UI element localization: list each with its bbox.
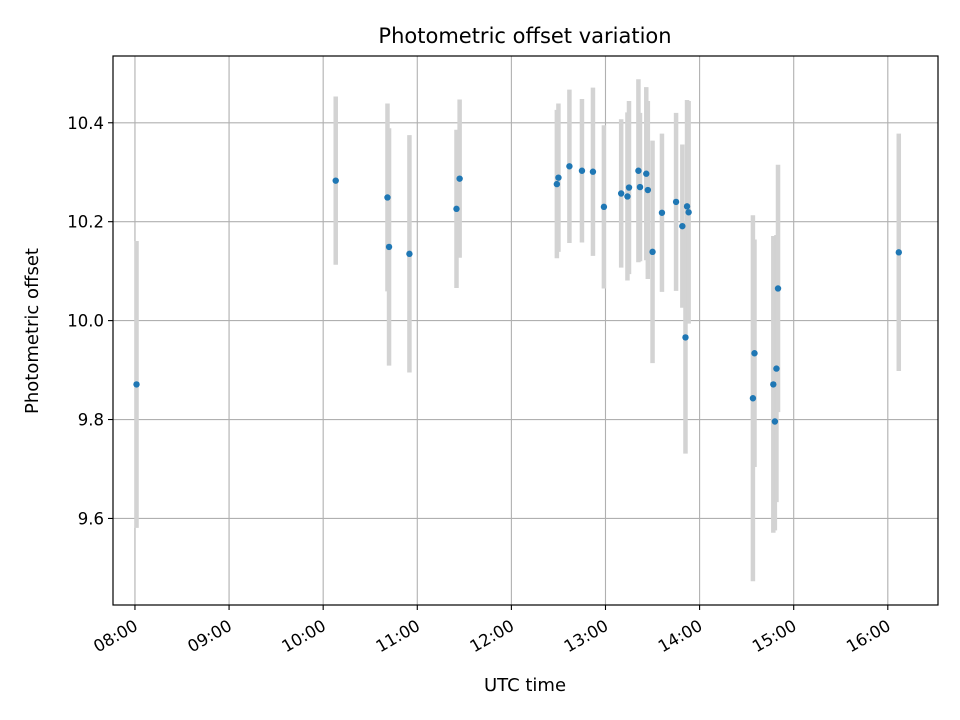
data-point [770, 381, 777, 388]
data-point [895, 249, 902, 256]
y-tick-label: 9.6 [78, 509, 104, 528]
data-point [649, 248, 656, 256]
data-point [683, 203, 691, 210]
data-point [385, 243, 393, 251]
data-point [644, 186, 652, 194]
data-point [566, 163, 573, 170]
data-point [751, 350, 758, 357]
data-point [685, 209, 692, 216]
plot-frame [112, 55, 939, 606]
data-point [453, 205, 460, 213]
y-tick-label: 10.0 [67, 312, 104, 331]
x-axis-label: UTC time [484, 675, 566, 696]
data-point [406, 250, 413, 258]
data-point [682, 334, 689, 341]
data-point [635, 167, 642, 174]
data-point [617, 190, 625, 197]
data-point [555, 174, 562, 181]
y-axis-ticks: 9.6 9.8 10.0 10.2 10.4 [67, 114, 113, 528]
data-point [600, 203, 608, 211]
data-points [133, 163, 902, 425]
y-tick-label: 9.8 [78, 411, 104, 430]
data-point [679, 222, 686, 230]
y-axis-label: Photometric offset [22, 248, 43, 414]
data-point [774, 285, 782, 292]
y-tick-label: 10.4 [67, 114, 104, 133]
data-point [771, 418, 779, 425]
data-point [456, 175, 463, 182]
data-point [749, 395, 757, 402]
data-point [589, 168, 597, 175]
data-point [643, 170, 650, 177]
chart-title: Photometric offset variation [378, 24, 671, 48]
data-point [133, 381, 140, 388]
data-point [553, 180, 561, 188]
data-point [578, 167, 586, 174]
data-point [672, 198, 680, 206]
y-tick-label: 10.2 [67, 213, 104, 232]
data-point [624, 193, 631, 200]
data-point [636, 183, 644, 191]
data-point [332, 177, 339, 184]
data-point [773, 365, 780, 372]
data-point [625, 184, 633, 191]
data-point [658, 209, 666, 216]
data-point [384, 194, 391, 201]
